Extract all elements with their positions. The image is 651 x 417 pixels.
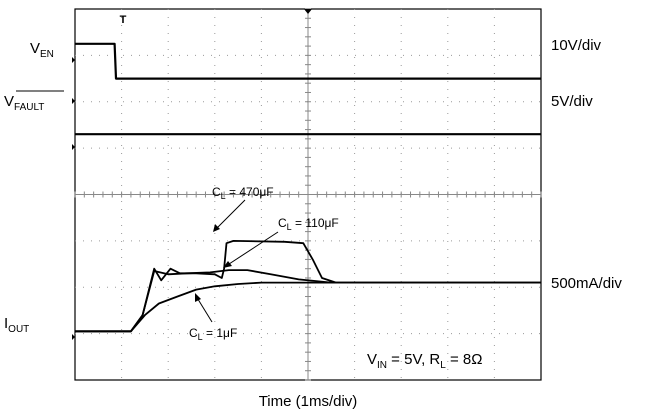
annotation-470uf: CL = 470μF [212,185,274,201]
trace-iout-470uf [75,240,541,333]
arrow-470uf [214,199,246,231]
trace-ven [75,42,541,80]
channel-label-iout: IOUT [4,315,29,335]
channel-marker-iout [72,334,75,340]
trigger-marker: T [120,14,127,26]
arrowhead-470uf [213,224,220,232]
trigger-position-marker [304,9,312,14]
channel-label-vfault: VFAULT [4,93,44,113]
annotation-1uf: CL = 1μF [189,326,237,342]
trace-iout-110uf [75,269,541,333]
x-axis-label: Time (1ms/div) [259,393,358,410]
channel-label-ven: VEN [30,40,54,60]
annotation-110uf: CL = 110μF [278,216,339,232]
scale-label-iout: 500mA/div [551,275,622,292]
graticule [74,8,542,381]
scale-label-vfault: 5V/div [551,93,593,110]
scale-label-ven: 10V/div [551,37,602,54]
channel-marker-ven [72,57,75,63]
arrowhead-110uf [223,261,232,268]
conditions-label: VIN = 5V, RL = 8Ω [367,351,482,371]
arrow-110uf [225,231,279,267]
traces [75,42,541,333]
channel-marker-3 [72,144,75,150]
channel-marker-vfault [72,98,75,104]
arrow-1uf [195,295,213,323]
trace-iout-1uf [75,281,541,333]
arrowhead-1uf [195,293,201,302]
